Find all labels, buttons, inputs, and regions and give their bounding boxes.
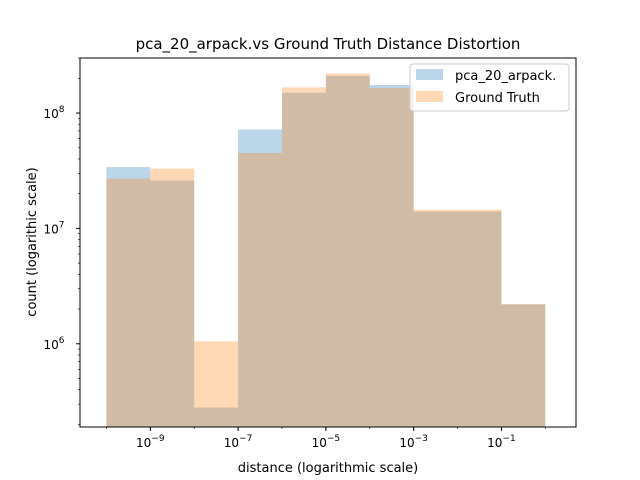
legend-frame <box>409 63 570 112</box>
bar-ground-truth-7 <box>413 209 458 427</box>
series-bars-ground-truth <box>106 73 546 428</box>
y-tick-label-2: 108 <box>43 105 64 121</box>
bar-pca-8 <box>457 211 502 427</box>
bar-ground-truth-9 <box>501 304 546 427</box>
x-axis-label: distance (logarithmic scale) <box>238 461 419 476</box>
x-tick-label-2: 10−5 <box>312 434 341 450</box>
legend-label-ground-truth: Ground Truth <box>455 91 540 106</box>
y-tick-label-0: 106 <box>43 336 64 352</box>
x-axis-ticks: 10−9 10−7 10−5 10−3 10−1 <box>106 427 546 450</box>
bar-ground-truth-1 <box>150 168 195 427</box>
bar-ground-truth-6 <box>369 87 414 427</box>
bar-pca-2 <box>194 407 239 427</box>
x-tick-label-1: 10−7 <box>224 434 253 450</box>
y-axis-ticks: 106 107 108 <box>43 57 80 425</box>
bar-ground-truth-2 <box>194 341 239 427</box>
bar-pca-5 <box>325 75 370 427</box>
y-tick-label-1: 107 <box>43 220 64 236</box>
bar-ground-truth-3 <box>238 153 282 427</box>
bar-ground-truth-0 <box>106 178 151 427</box>
series-bars-pca <box>106 75 546 428</box>
y-axis-label: count (logarithic scale) <box>25 167 40 316</box>
x-tick-label-0: 10−9 <box>136 434 165 450</box>
bar-pca-7 <box>413 211 458 427</box>
legend-swatch-ground-truth <box>416 91 443 102</box>
x-tick-label-4: 10−1 <box>487 434 516 450</box>
bar-ground-truth-8 <box>457 209 502 427</box>
bar-pca-1 <box>150 180 195 427</box>
bar-pca-0 <box>106 167 151 427</box>
plot-frame <box>79 57 577 428</box>
bar-pca-4 <box>281 92 326 428</box>
chart-title: pca_20_arpack.vs Ground Truth Distance D… <box>136 35 521 54</box>
bar-ground-truth-5 <box>325 73 370 428</box>
bar-ground-truth-4 <box>281 87 326 428</box>
bar-pca-3 <box>238 129 282 427</box>
legend-label-pca: pca_20_arpack. <box>455 69 556 84</box>
bar-pca-9 <box>501 304 546 427</box>
bar-pca-6 <box>369 85 414 427</box>
legend-swatch-pca <box>416 69 443 80</box>
x-tick-label-3: 10−3 <box>399 434 428 450</box>
legend: pca_20_arpack. Ground Truth <box>409 63 570 112</box>
